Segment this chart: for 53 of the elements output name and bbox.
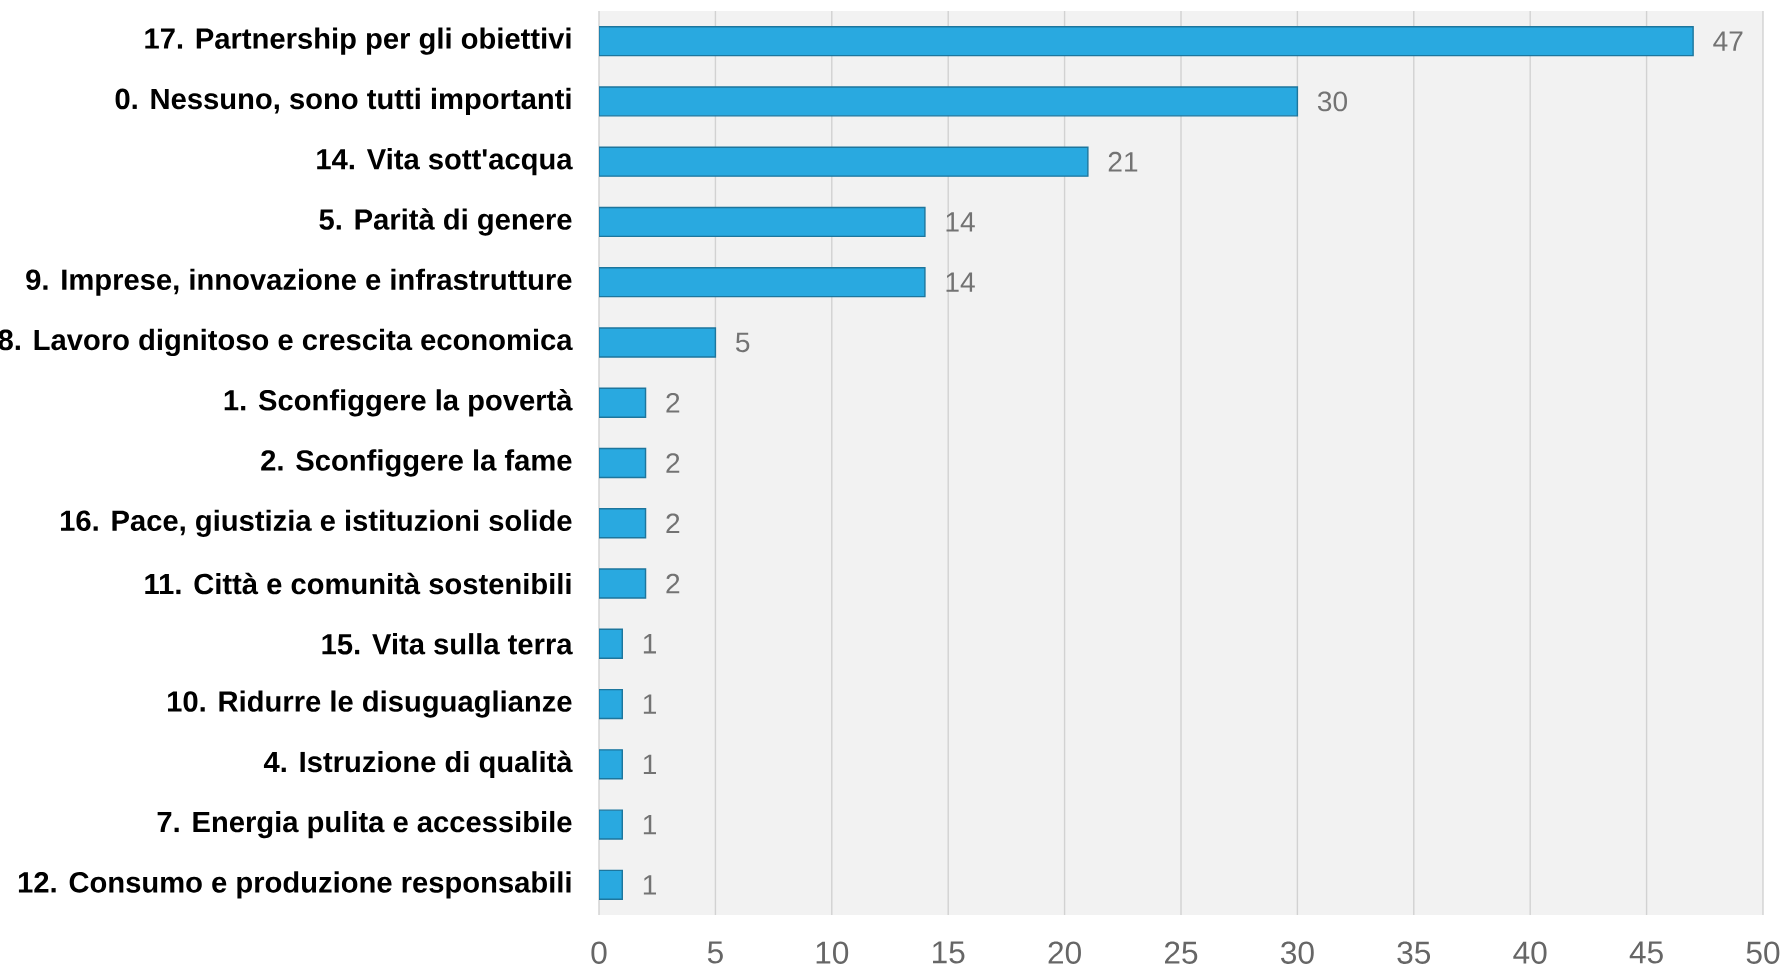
data-label: 47 bbox=[1713, 31, 1743, 51]
x-tick-label: 25 bbox=[1165, 941, 1198, 964]
data-label: 2 bbox=[666, 392, 680, 413]
bar bbox=[599, 628, 623, 659]
y-tick-label: 14. Vita sott'acqua bbox=[317, 148, 573, 176]
x-tick-label: 10 bbox=[816, 941, 849, 964]
x-tick-label: 0 bbox=[591, 941, 607, 964]
bar bbox=[599, 25, 1694, 57]
x-tick-label: 5 bbox=[707, 941, 723, 964]
y-tick-label: 9. Imprese, innovazione e infrastrutture bbox=[26, 268, 572, 296]
y-tick-label: 15. Vita sulla terra bbox=[322, 633, 573, 655]
data-label: 30 bbox=[1317, 91, 1348, 112]
data-label: 1 bbox=[643, 694, 656, 714]
bar bbox=[599, 508, 647, 539]
x-tick-label: 15 bbox=[933, 941, 965, 964]
data-label: 2 bbox=[666, 513, 680, 534]
y-tick-label: 17. Partnership per gli obiettivi bbox=[145, 27, 571, 55]
bar bbox=[599, 267, 926, 298]
y-tick-label: 5. Parità di genere bbox=[319, 208, 572, 236]
bar bbox=[599, 869, 623, 901]
bar bbox=[599, 688, 623, 720]
bar bbox=[599, 206, 926, 238]
bar bbox=[599, 568, 647, 599]
data-label: 1 bbox=[643, 814, 656, 835]
x-tick-label: 40 bbox=[1513, 941, 1547, 964]
data-label: 1 bbox=[643, 875, 656, 895]
bar bbox=[599, 327, 717, 358]
y-tick-label: 0. Nessuno, sono tutti importanti bbox=[115, 87, 571, 116]
y-tick-label: 12. Consumo e produzione responsabili bbox=[18, 871, 571, 899]
bar bbox=[599, 447, 647, 479]
x-tick-label: 45 bbox=[1629, 941, 1663, 964]
data-label: 14 bbox=[946, 272, 975, 292]
bar bbox=[599, 86, 1299, 117]
data-label: 2 bbox=[666, 573, 680, 594]
y-tick-label: 10. Ridurre le disuguaglianze bbox=[168, 690, 572, 718]
y-tick-label: 11. Città e comunità sostenibili bbox=[145, 572, 571, 595]
x-tick-label: 50 bbox=[1746, 941, 1780, 964]
data-label: 1 bbox=[643, 754, 656, 774]
y-tick-label: 2. Sconfiggere la fame bbox=[261, 449, 572, 477]
bar bbox=[599, 146, 1089, 177]
data-label: 1 bbox=[643, 634, 656, 654]
data-label: 5 bbox=[735, 332, 750, 353]
y-tick-label: 4. Istruzione di qualità bbox=[263, 750, 573, 779]
bar bbox=[599, 387, 647, 418]
y-tick-label: 16. Pace, giustizia e istituzioni solide bbox=[61, 509, 572, 537]
data-label: 14 bbox=[946, 212, 975, 232]
data-label: 21 bbox=[1108, 151, 1138, 172]
y-tick-label: 7. Energia pulita e accessibile bbox=[157, 810, 572, 839]
data-label: 2 bbox=[666, 453, 680, 473]
x-tick-label: 35 bbox=[1397, 941, 1431, 964]
x-tick-label: 20 bbox=[1048, 941, 1081, 964]
y-tick-label: 1. Sconfiggere la povertà bbox=[224, 388, 573, 417]
x-tick-label: 30 bbox=[1281, 941, 1314, 964]
